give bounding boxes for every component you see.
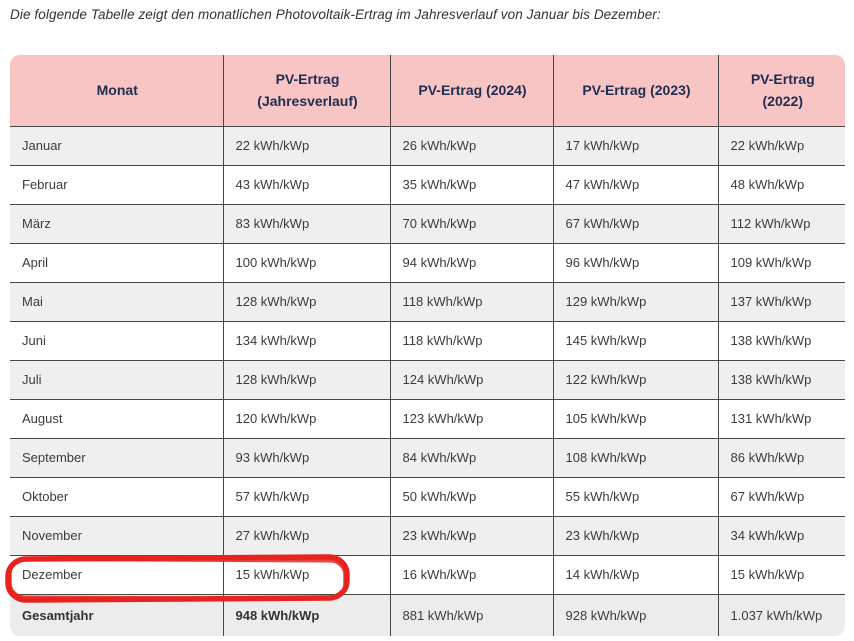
- value-cell: 22 kWh/kWp: [718, 126, 845, 166]
- total-value-cell: 1.037 kWh/kWp: [730, 607, 823, 623]
- value-cell: 15 kWh/kWp: [718, 555, 845, 595]
- value-cell: 118 kWh/kWp: [390, 282, 554, 322]
- value-cell: 27 kWh/kWp: [223, 516, 391, 556]
- value-cell: 138 kWh/kWp: [718, 321, 845, 361]
- table-row: November 27 kWh/kWp 23 kWh/kWp 23 kWh/kWp 34…: [10, 516, 845, 556]
- table-row: Mai 128 kWh/kWp 118 kWh/kWp 129 kWh/kWp 137 …: [10, 282, 845, 322]
- value-cell: 16 kWh/kWp: [390, 555, 554, 595]
- value-cell: 70 kWh/kWp: [390, 204, 554, 244]
- value-cell: 47 kWh/kWp: [553, 165, 719, 205]
- header-row: Monat PV-Ertrag (Jahresverlauf) PV-Ertra…: [10, 55, 845, 127]
- total-label-cell: Gesamtjahr: [10, 594, 224, 636]
- value-cell: 15 kWh/kWp: [223, 555, 391, 595]
- value-cell: 145 kWh/kWp: [553, 321, 719, 361]
- value-cell: 14 kWh/kWp: [553, 555, 719, 595]
- total-row: Gesamtjahr 948 kWh/kWp 881 kWh/kWp 928 kWh/…: [10, 594, 845, 636]
- total-value-cell: 928 kWh/kWp: [553, 594, 719, 636]
- value-cell: 105 kWh/kWp: [553, 399, 719, 439]
- value-cell: 138 kWh/kWp: [718, 360, 845, 400]
- value-cell: 26 kWh/kWp: [390, 126, 554, 166]
- table-body: Januar 22 kWh/kWp 26 kWh/kWp 17 kWh/kWp 22 k…: [10, 126, 845, 636]
- value-cell: 55 kWh/kWp: [553, 477, 719, 517]
- value-cell: 131 kWh/kWp: [718, 399, 845, 439]
- month-cell: Juli: [10, 360, 224, 400]
- value-cell: 86 kWh/kWp: [718, 438, 845, 478]
- value-cell: 96 kWh/kWp: [553, 243, 719, 283]
- value-cell: 109 kWh/kWp: [718, 243, 845, 283]
- month-cell: Oktober: [10, 477, 224, 517]
- value-cell: 128 kWh/kWp: [223, 282, 391, 322]
- table-row: März 83 kWh/kWp 70 kWh/kWp 67 kWh/kWp 112 kW…: [10, 204, 845, 244]
- value-cell: 57 kWh/kWp: [223, 477, 391, 517]
- month-cell: März: [10, 204, 224, 244]
- month-cell: September: [10, 438, 224, 478]
- col-header-monat: Monat: [10, 55, 224, 127]
- value-cell: 94 kWh/kWp: [390, 243, 554, 283]
- total-value-cell: 881 kWh/kWp: [390, 594, 554, 636]
- value-cell: 108 kWh/kWp: [553, 438, 719, 478]
- col-header-2023: PV-Ertrag (2023): [553, 55, 719, 127]
- intro-text: Die folgende Tabelle zeigt den monatlich…: [10, 7, 661, 22]
- table-row: Juli 128 kWh/kWp 124 kWh/kWp 122 kWh/kWp 138…: [10, 360, 845, 400]
- table-row: Dezember 15 kWh/kWp 16 kWh/kWp 14 kWh/kWp 15…: [10, 555, 845, 595]
- month-cell: Dezember: [10, 555, 224, 595]
- total-value-cell: 948 kWh/kWp: [223, 594, 391, 636]
- table-row: Februar 43 kWh/kWp 35 kWh/kWp 47 kWh/kWp 48 …: [10, 165, 845, 205]
- value-cell: 134 kWh/kWp: [223, 321, 391, 361]
- value-cell: 100 kWh/kWp: [223, 243, 391, 283]
- month-cell: August: [10, 399, 224, 439]
- month-cell: Februar: [10, 165, 224, 205]
- value-cell: 50 kWh/kWp: [390, 477, 554, 517]
- value-cell: 124 kWh/kWp: [390, 360, 554, 400]
- month-cell: November: [10, 516, 224, 556]
- value-cell: 22 kWh/kWp: [223, 126, 391, 166]
- table-row: Januar 22 kWh/kWp 26 kWh/kWp 17 kWh/kWp 22 k…: [10, 126, 845, 166]
- table-row: April 100 kWh/kWp 94 kWh/kWp 96 kWh/kWp 109 …: [10, 243, 845, 283]
- table-row: September 93 kWh/kWp 84 kWh/kWp 108 kWh/kWp…: [10, 438, 845, 478]
- value-cell: 23 kWh/kWp: [390, 516, 554, 556]
- table-row: Juni 134 kWh/kWp 118 kWh/kWp 145 kWh/kWp 138…: [10, 321, 845, 361]
- value-cell: 35 kWh/kWp: [390, 165, 554, 205]
- col-header-jahresverlauf: PV-Ertrag (Jahresverlauf): [223, 55, 391, 127]
- value-cell: 122 kWh/kWp: [553, 360, 719, 400]
- value-cell: 34 kWh/kWp: [718, 516, 845, 556]
- value-cell: 129 kWh/kWp: [553, 282, 719, 322]
- pv-yield-table-grid: Monat PV-Ertrag (Jahresverlauf) PV-Ertra…: [10, 55, 845, 636]
- table-row: Oktober 57 kWh/kWp 50 kWh/kWp 55 kWh/kWp 67 …: [10, 477, 845, 517]
- value-cell: 123 kWh/kWp: [390, 399, 554, 439]
- col-header-2022: PV-Ertrag (2022): [718, 55, 845, 127]
- value-cell: 118 kWh/kWp: [390, 321, 554, 361]
- month-cell: April: [10, 243, 224, 283]
- value-cell: 48 kWh/kWp: [718, 165, 845, 205]
- month-cell: Juni: [10, 321, 224, 361]
- value-cell: 43 kWh/kWp: [223, 165, 391, 205]
- value-cell: 67 kWh/kWp: [718, 477, 845, 517]
- col-header-2024: PV-Ertrag (2024): [390, 55, 554, 127]
- value-cell: 93 kWh/kWp: [223, 438, 391, 478]
- value-cell: 84 kWh/kWp: [390, 438, 554, 478]
- value-cell: 67 kWh/kWp: [553, 204, 719, 244]
- value-cell: 128 kWh/kWp: [223, 360, 391, 400]
- pv-yield-table: Monat PV-Ertrag (Jahresverlauf) PV-Ertra…: [10, 55, 845, 636]
- value-cell: 23 kWh/kWp: [553, 516, 719, 556]
- value-cell: 137 kWh/kWp: [718, 282, 845, 322]
- value-cell: 120 kWh/kWp: [223, 399, 391, 439]
- value-cell: 83 kWh/kWp: [223, 204, 391, 244]
- value-cell: 17 kWh/kWp: [553, 126, 719, 166]
- table-row: August 120 kWh/kWp 123 kWh/kWp 105 kWh/kWp 1…: [10, 399, 845, 439]
- value-cell: 112 kWh/kWp: [718, 204, 845, 244]
- month-cell: Januar: [10, 126, 224, 166]
- month-cell: Mai: [10, 282, 224, 322]
